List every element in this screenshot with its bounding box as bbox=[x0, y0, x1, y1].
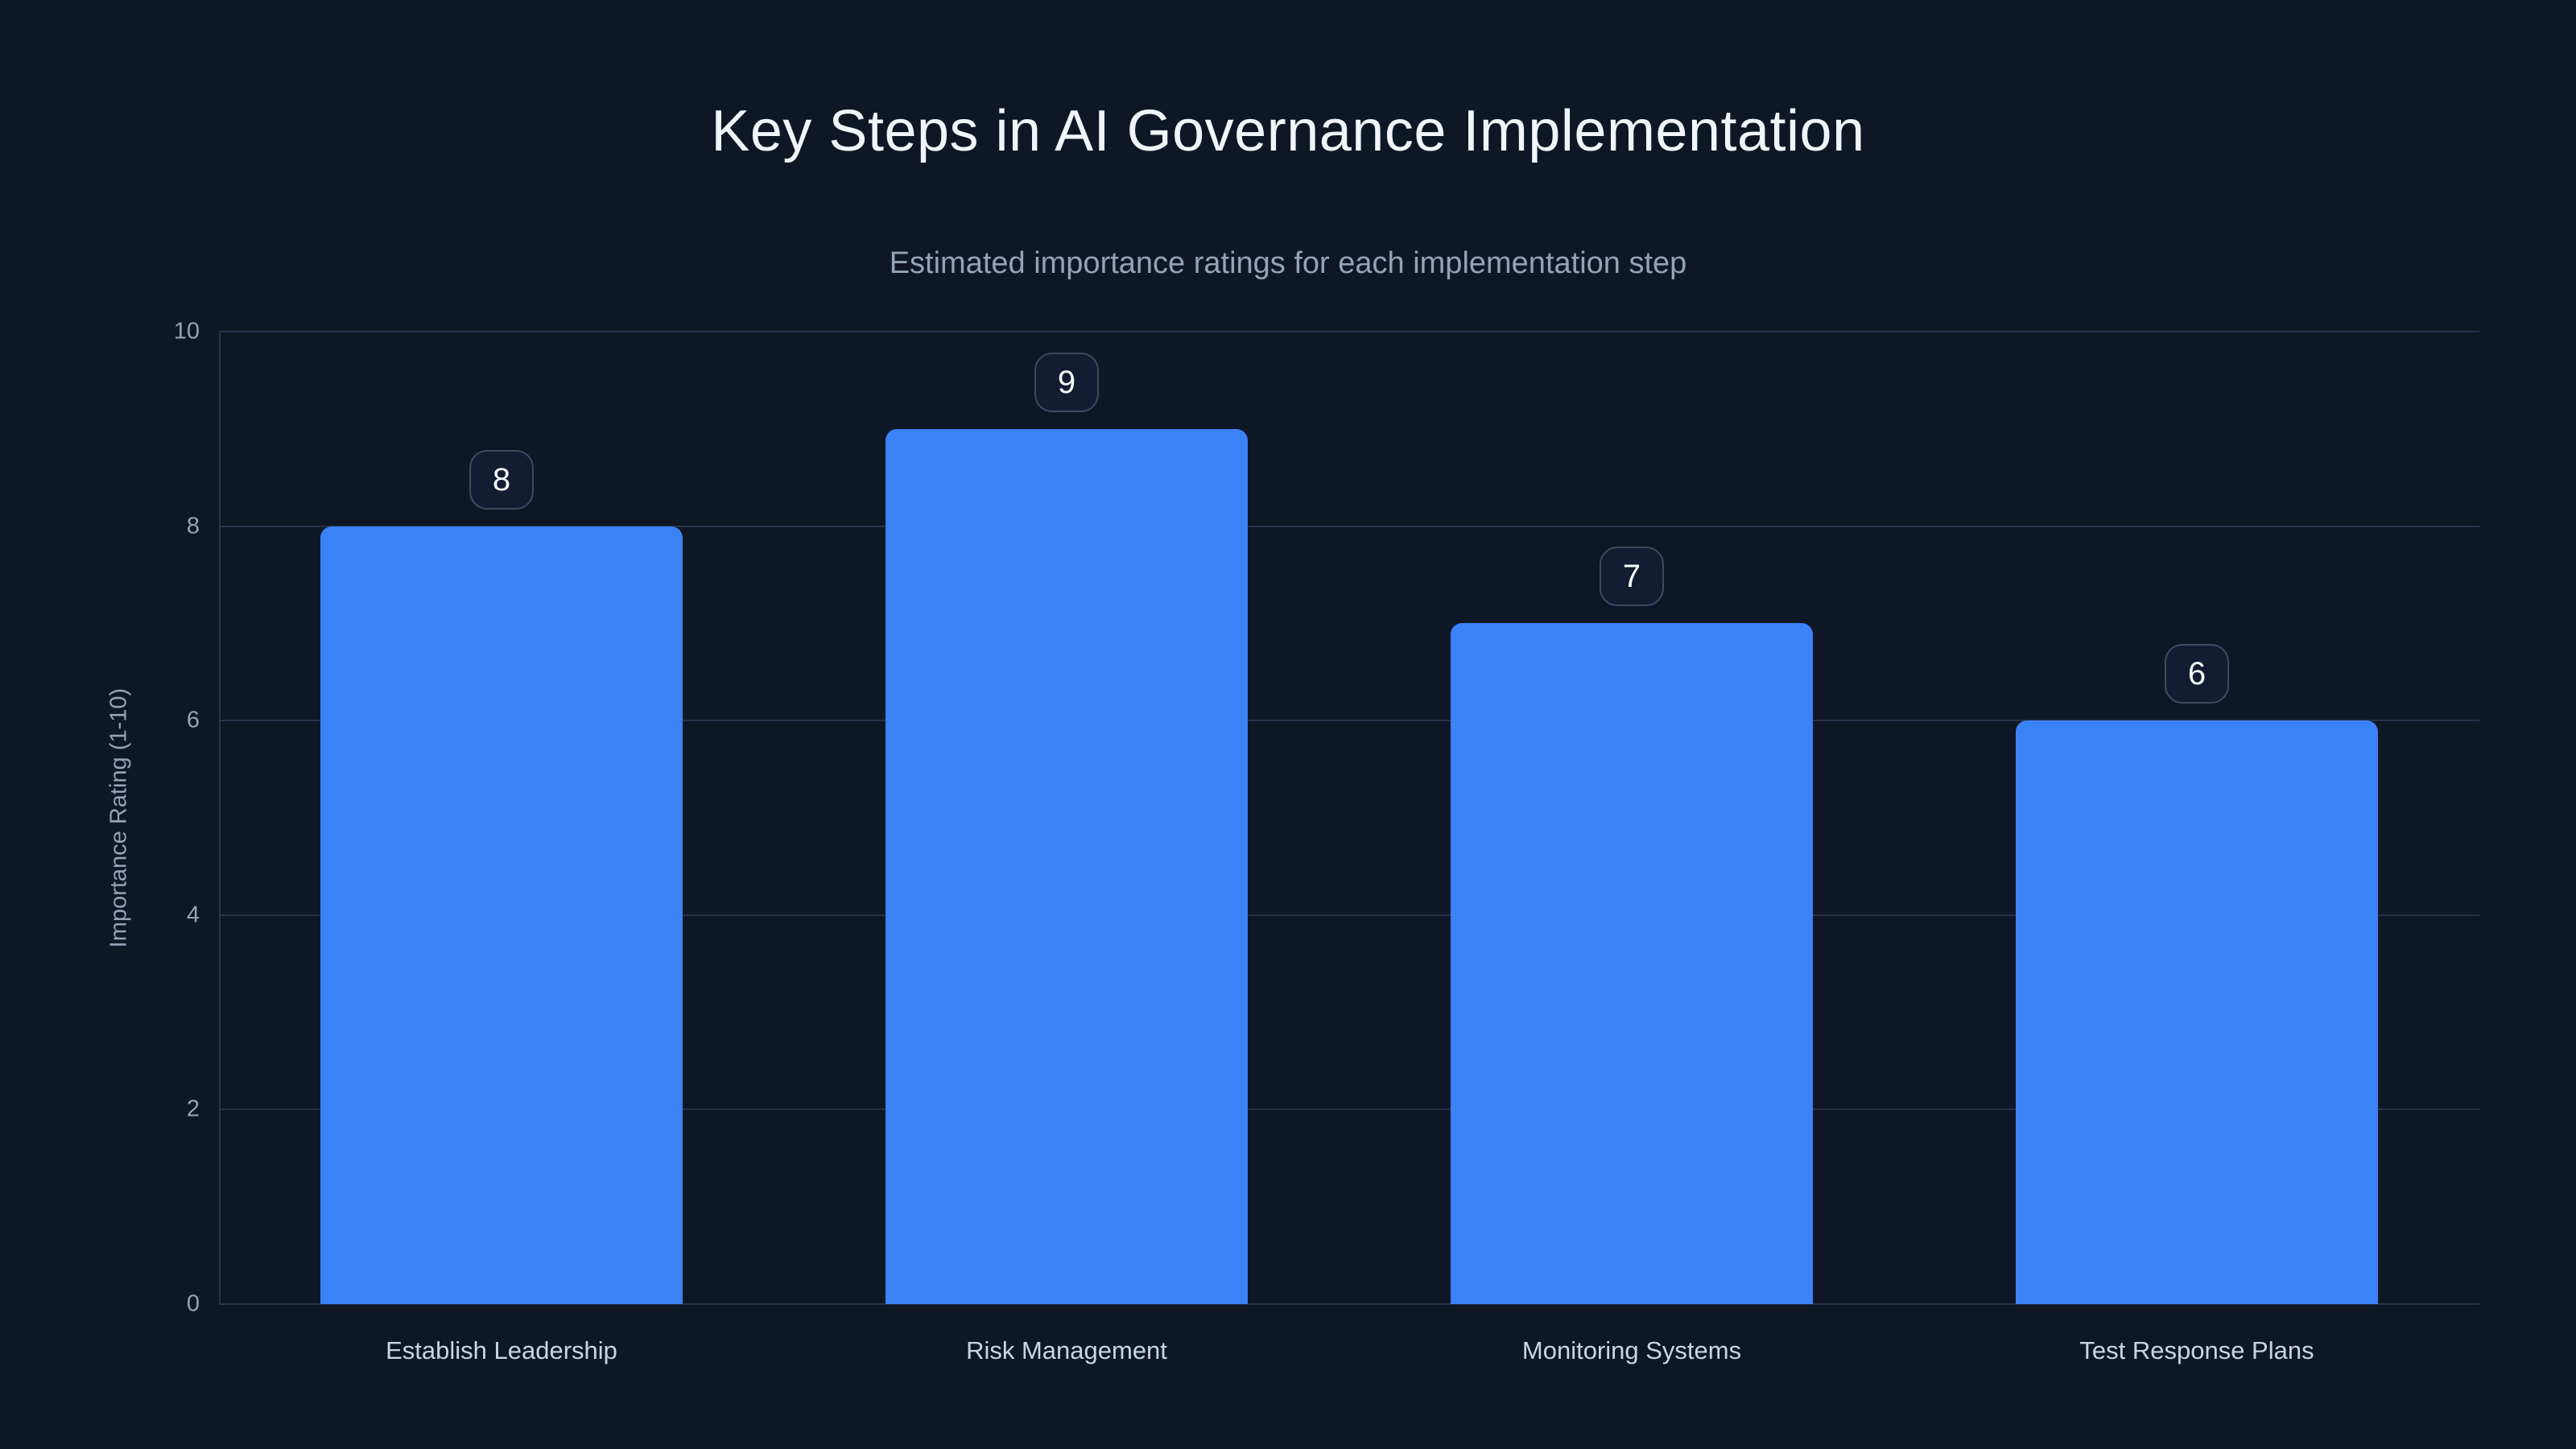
bar-group-risk-management: 9 Risk Management bbox=[784, 332, 1349, 1364]
value-badge: 8 bbox=[469, 449, 534, 510]
value-badge: 9 bbox=[1034, 352, 1099, 412]
value-badge-text: 9 bbox=[1057, 364, 1076, 400]
y-axis-tick-label: 4 bbox=[186, 902, 200, 928]
gridline bbox=[219, 720, 2479, 722]
gridline bbox=[219, 914, 2479, 916]
y-axis-tick-label: 10 bbox=[173, 318, 200, 345]
gridline bbox=[219, 1303, 2479, 1305]
bar-group-monitoring-systems: 7 Monitoring Systems bbox=[1349, 332, 1914, 1364]
bar-risk-management[interactable] bbox=[886, 428, 1248, 1304]
plot-area: 0 2 4 6 8 10 8 Establish Leadership 9 Risk Manag… bbox=[174, 320, 2479, 1364]
value-badge: 6 bbox=[2165, 644, 2229, 704]
gridline bbox=[219, 331, 2479, 332]
chart-title: Key Steps in AI Governance Implementatio… bbox=[711, 99, 1865, 163]
value-badge-text: 7 bbox=[1622, 559, 1641, 595]
y-axis-tick-label: 6 bbox=[186, 707, 200, 733]
y-axis-tick-label: 8 bbox=[186, 513, 200, 539]
y-axis-tick-label: 0 bbox=[186, 1290, 200, 1317]
x-axis-label: Risk Management bbox=[966, 1336, 1167, 1364]
y-axis-line bbox=[219, 332, 221, 1304]
bar-monitoring-systems[interactable] bbox=[1451, 623, 1813, 1304]
x-axis-label: Monitoring Systems bbox=[1521, 1336, 1742, 1364]
x-axis-label: Establish Leadership bbox=[386, 1336, 617, 1364]
gridline bbox=[219, 1108, 2479, 1111]
bar-group-test-response-plans: 6 Test Response Plans bbox=[1914, 332, 2479, 1364]
x-axis-label: Test Response Plans bbox=[2079, 1336, 2314, 1364]
bar-establish-leadership[interactable] bbox=[320, 526, 683, 1304]
chart-subtitle: Estimated importance ratings for each im… bbox=[889, 246, 1687, 280]
value-badge-text: 6 bbox=[2187, 656, 2207, 692]
y-axis-tick-label: 2 bbox=[186, 1096, 200, 1122]
y-axis-title: Importance Rating (1-10) bbox=[105, 687, 132, 948]
bar-test-response-plans[interactable] bbox=[2016, 720, 2378, 1304]
bar-group-establish-leadership: 8 Establish Leadership bbox=[219, 332, 784, 1364]
value-badge: 7 bbox=[1600, 547, 1664, 607]
bars-container: 8 Establish Leadership 9 Risk Management 7 Mo… bbox=[219, 332, 2479, 1364]
gridline bbox=[219, 525, 2479, 527]
value-badge-text: 8 bbox=[492, 461, 511, 497]
